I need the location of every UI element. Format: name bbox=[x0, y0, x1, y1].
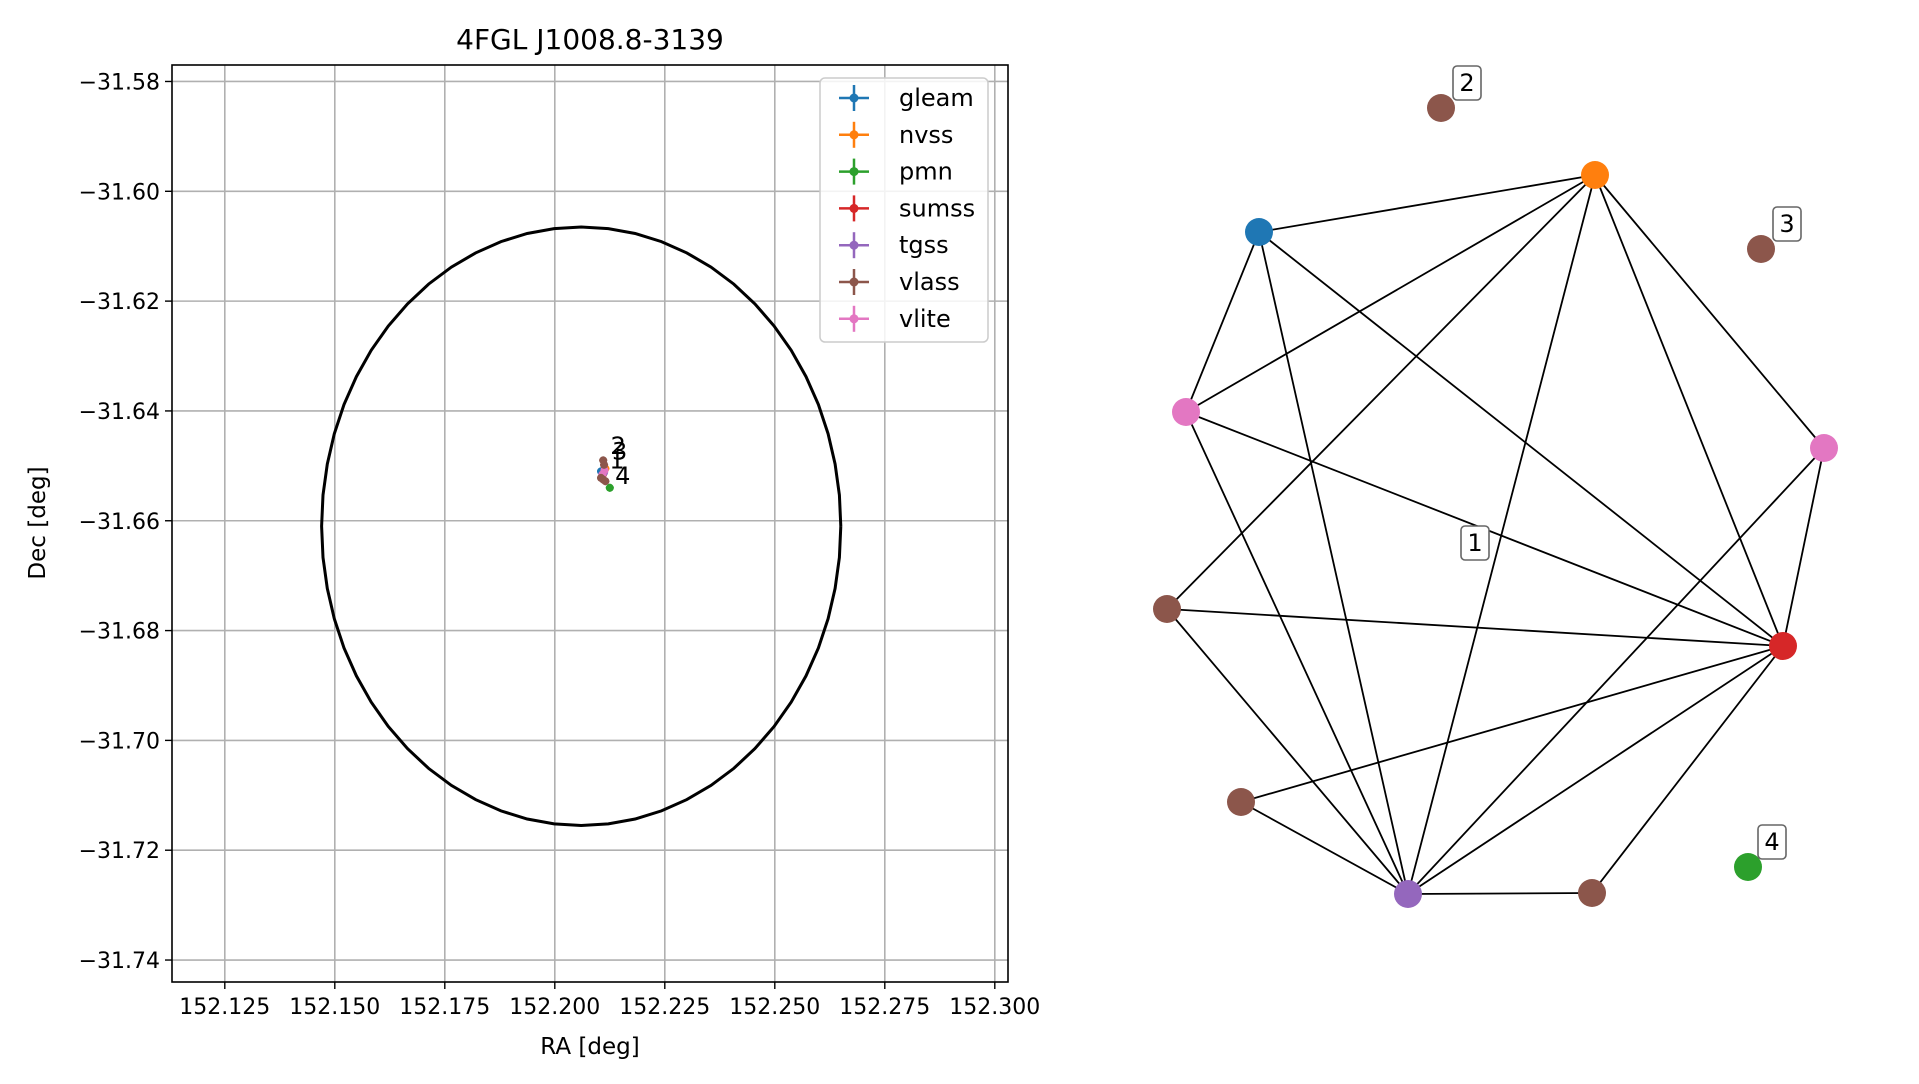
y-tick-label: −31.62 bbox=[79, 290, 160, 315]
axes-frame bbox=[171, 64, 1009, 983]
x-axis-ticks: 152.125 152.150 152.175 152.200 152.225 152.2… bbox=[179, 982, 1040, 1020]
x-tick-label: 152.275 bbox=[839, 995, 930, 1020]
legend-label: gleam bbox=[899, 84, 974, 112]
y-axis-label: Dec [deg] bbox=[25, 466, 51, 579]
edge bbox=[1240, 645, 1784, 803]
node-vlass bbox=[1427, 94, 1455, 122]
x-tick-label: 152.125 bbox=[179, 995, 270, 1020]
node-labels: 2 3 4 1 bbox=[1452, 65, 1802, 860]
source-label: 2 bbox=[611, 432, 626, 460]
node-vlass bbox=[1153, 595, 1181, 623]
legend-entry-nvss: nvss bbox=[839, 121, 953, 149]
x-tick-label: 152.150 bbox=[289, 995, 380, 1020]
component-label-box: 1 bbox=[1460, 525, 1490, 561]
edges bbox=[1166, 174, 1825, 895]
node-vlass bbox=[1578, 879, 1606, 907]
edge bbox=[1407, 645, 1784, 895]
legend-entry-vlite: vlite bbox=[839, 305, 951, 333]
source-label: 4 bbox=[615, 462, 630, 490]
edge bbox=[1407, 447, 1825, 895]
edge bbox=[1258, 231, 1409, 895]
legend: gleam nvss pmn sumss tgss vlass vlite bbox=[819, 77, 989, 343]
y-tick-label: −31.64 bbox=[79, 400, 160, 425]
legend-entry-pmn: pmn bbox=[839, 158, 953, 186]
marker-vlass bbox=[601, 477, 610, 486]
plot-title: 4FGL J1008.8-3139 bbox=[456, 23, 724, 56]
legend-label: tgss bbox=[899, 231, 949, 259]
y-tick-label: −31.58 bbox=[79, 70, 160, 95]
node-vlite bbox=[1810, 434, 1838, 462]
svg-text:4: 4 bbox=[1764, 828, 1779, 856]
legend-entry-vlass: vlass bbox=[839, 268, 960, 296]
crossmatch-network: 2 3 4 1 bbox=[1153, 65, 1838, 908]
legend-label: nvss bbox=[899, 121, 953, 149]
edge bbox=[1185, 411, 1409, 895]
error-ellipse bbox=[320, 225, 843, 828]
edge bbox=[1185, 174, 1596, 413]
node-nvss bbox=[1581, 161, 1609, 189]
node-gleam bbox=[1245, 218, 1273, 246]
node-tgss bbox=[1394, 880, 1422, 908]
edge bbox=[1407, 174, 1596, 895]
y-tick-label: −31.74 bbox=[79, 949, 160, 974]
edge bbox=[1782, 447, 1825, 647]
source-label: 3 bbox=[612, 437, 627, 465]
edge bbox=[1258, 231, 1784, 647]
legend-entries: gleam nvss pmn sumss tgss vlass vlite bbox=[839, 84, 975, 333]
y-tick-label: −31.68 bbox=[79, 620, 160, 645]
x-axis-label: RA [deg] bbox=[540, 1034, 639, 1060]
marker-vlass bbox=[600, 460, 609, 469]
y-tick-label: −31.70 bbox=[79, 729, 160, 754]
y-tick-label: −31.60 bbox=[79, 180, 160, 205]
x-tick-label: 152.200 bbox=[509, 995, 600, 1020]
x-tick-label: 152.250 bbox=[729, 995, 820, 1020]
nodes bbox=[1153, 94, 1838, 908]
node-pmn bbox=[1734, 853, 1762, 881]
legend-label: sumss bbox=[899, 194, 975, 222]
marker-pmn bbox=[605, 483, 614, 492]
edge bbox=[1591, 645, 1784, 894]
node-label-box: 3 bbox=[1772, 206, 1802, 242]
svg-text:2: 2 bbox=[1459, 69, 1474, 97]
edge bbox=[1594, 174, 1825, 449]
node-label-box: 2 bbox=[1452, 65, 1482, 101]
edge bbox=[1594, 174, 1784, 647]
legend-entry-sumss: sumss bbox=[839, 194, 975, 222]
node-vlass bbox=[1227, 788, 1255, 816]
legend-label: vlite bbox=[899, 305, 951, 333]
edge bbox=[1258, 174, 1596, 233]
x-tick-label: 152.225 bbox=[619, 995, 710, 1020]
node-sumss bbox=[1769, 632, 1797, 660]
y-axis-ticks: −31.58 −31.60 −31.62 −31.64 −31.66 −31.68 −31.… bbox=[79, 70, 172, 974]
x-tick-label: 152.175 bbox=[399, 995, 490, 1020]
y-tick-label: −31.72 bbox=[79, 839, 160, 864]
legend-entry-tgss: tgss bbox=[839, 231, 949, 259]
legend-label: pmn bbox=[899, 158, 953, 186]
svg-text:1: 1 bbox=[1467, 529, 1482, 557]
edge bbox=[1166, 608, 1409, 895]
source-label: 1 bbox=[609, 447, 624, 475]
edge bbox=[1185, 231, 1260, 413]
legend-label: vlass bbox=[899, 268, 960, 296]
node-label-box: 4 bbox=[1757, 824, 1787, 860]
edge bbox=[1166, 608, 1784, 647]
edge bbox=[1166, 174, 1596, 610]
node-vlass bbox=[1747, 235, 1775, 263]
legend-entry-gleam: gleam bbox=[839, 84, 974, 112]
svg-text:3: 3 bbox=[1779, 210, 1794, 238]
edge bbox=[1240, 801, 1409, 895]
grid bbox=[172, 65, 1008, 982]
edge bbox=[1407, 892, 1593, 895]
source-markers bbox=[597, 456, 614, 492]
y-tick-label: −31.66 bbox=[79, 510, 160, 535]
x-tick-label: 152.300 bbox=[949, 995, 1040, 1020]
node-vlite bbox=[1172, 398, 1200, 426]
legend-box bbox=[819, 77, 989, 343]
